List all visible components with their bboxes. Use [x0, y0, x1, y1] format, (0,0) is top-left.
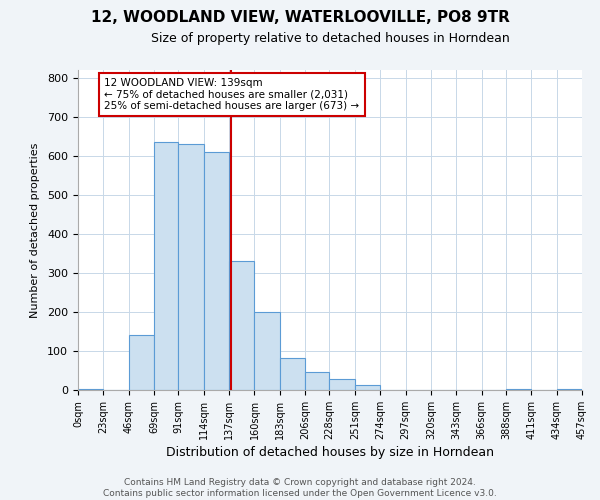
Y-axis label: Number of detached properties: Number of detached properties: [30, 142, 40, 318]
Bar: [178, 144, 204, 390]
X-axis label: Distribution of detached houses by size in Horndean: Distribution of detached houses by size …: [166, 446, 494, 459]
Bar: [129, 336, 154, 390]
Text: 12, WOODLAND VIEW, WATERLOOVILLE, PO8 9TR: 12, WOODLAND VIEW, WATERLOOVILLE, PO8 9T…: [91, 10, 509, 25]
Bar: [280, 358, 305, 390]
Title: Size of property relative to detached houses in Horndean: Size of property relative to detached ho…: [151, 32, 509, 45]
Text: 12 WOODLAND VIEW: 139sqm
← 75% of detached houses are smaller (2,031)
25% of sem: 12 WOODLAND VIEW: 139sqm ← 75% of detach…: [104, 78, 359, 111]
Bar: [506, 389, 531, 390]
Text: Contains HM Land Registry data © Crown copyright and database right 2024.
Contai: Contains HM Land Registry data © Crown c…: [103, 478, 497, 498]
Bar: [557, 389, 582, 390]
Bar: [254, 312, 280, 390]
Bar: [229, 261, 254, 390]
Bar: [204, 152, 229, 390]
Bar: [154, 142, 178, 390]
Bar: [305, 372, 329, 390]
Bar: [355, 386, 380, 390]
Bar: [78, 389, 103, 390]
Bar: [329, 380, 355, 390]
